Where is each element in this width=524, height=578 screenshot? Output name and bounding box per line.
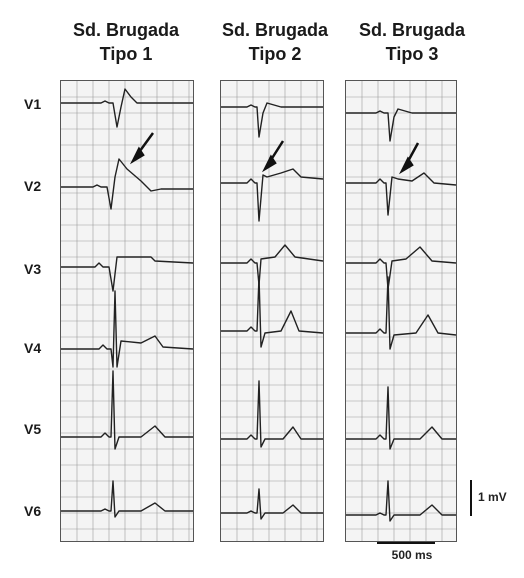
panel-title-type3: Sd. Brugada Tipo 3 [342,18,482,66]
lead-label-v6: V6 [24,503,42,519]
st-elevation-arrow [398,142,420,175]
panel-title-line1: Sd. Brugada [72,20,179,40]
amplitude-scale-bar [470,480,472,516]
ecg-trace-v3 [61,256,193,292]
ecg-trace-v6 [221,488,323,520]
ecg-trace-v4 [61,290,193,368]
ecg-trace-v6 [346,480,456,522]
panel-title-line2: Tipo 2 [248,44,302,64]
time-scale-bar [377,542,435,544]
ecg-strip-type2-svg [221,81,323,541]
ecg-trace-v1 [61,88,193,128]
ecg-trace-v1 [221,102,323,138]
st-elevation-arrow [129,132,155,165]
ecg-grid [221,81,323,541]
st-elevation-arrow [261,140,285,173]
panel-title-line1: Sd. Brugada [358,20,465,40]
ecg-trace-v2 [346,172,456,216]
panel-title-line1: Sd. Brugada [221,20,328,40]
ecg-strip-type2 [220,80,324,542]
panel-title-type1: Sd. Brugada Tipo 1 [56,18,196,66]
ecg-grid [346,81,456,541]
lead-label-v2: V2 [24,178,42,194]
amplitude-scale-label: 1 mV [478,490,507,504]
ecg-trace-v5 [61,370,193,450]
lead-label-v5: V5 [24,421,42,437]
ecg-traces [221,102,323,520]
ecg-trace-v3 [221,244,323,286]
ecg-trace-v2 [221,168,323,222]
ecg-grid [61,81,193,541]
ecg-trace-v5 [221,380,323,448]
ecg-strip-type1 [60,80,194,542]
lead-label-v1: V1 [24,96,42,112]
ecg-trace-v5 [346,386,456,450]
lead-label-v3: V3 [24,261,42,277]
panel-title-type2: Sd. Brugada Tipo 2 [205,18,345,66]
ecg-trace-v4 [346,276,456,350]
ecg-strip-type3 [345,80,457,542]
lead-label-v4: V4 [24,340,42,356]
ecg-trace-v3 [346,246,456,290]
panel-title-line2: Tipo 3 [385,44,439,64]
time-scale-label: 500 ms [391,548,433,562]
ecg-trace-v4 [221,276,323,348]
ecg-strip-type1-svg [61,81,193,541]
panel-title-line2: Tipo 1 [99,44,153,64]
ecg-strip-type3-svg [346,81,456,541]
ecg-trace-v1 [346,108,456,142]
ecg-traces [61,88,193,518]
ecg-trace-v2 [61,158,193,210]
ecg-trace-v6 [61,480,193,518]
ecg-traces [346,108,456,522]
